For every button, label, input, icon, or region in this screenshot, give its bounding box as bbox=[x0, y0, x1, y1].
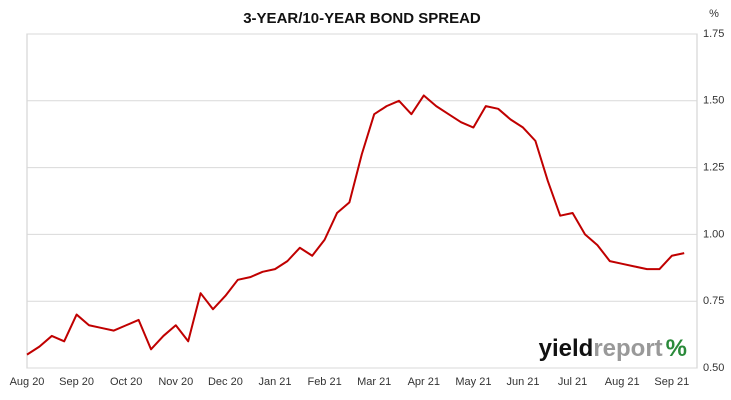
x-tick-label: Jan 21 bbox=[258, 376, 291, 388]
x-tick-label: Feb 21 bbox=[307, 376, 341, 388]
x-tick-label: Apr 21 bbox=[408, 376, 440, 388]
x-tick-label: Dec 20 bbox=[208, 376, 243, 388]
logo-second: report bbox=[593, 335, 662, 362]
x-tick-label: Sep 21 bbox=[654, 376, 689, 388]
logo: yieldreport% bbox=[539, 335, 687, 362]
y-tick-label: 0.50 bbox=[703, 362, 724, 374]
y-tick-label: 1.50 bbox=[703, 95, 724, 107]
y-tick-label: 1.25 bbox=[703, 162, 724, 174]
x-tick-label: Oct 20 bbox=[110, 376, 142, 388]
y-tick-label: 1.75 bbox=[703, 28, 724, 40]
data-line bbox=[26, 94, 685, 356]
y-tick-label: 0.75 bbox=[703, 295, 724, 307]
x-tick-label: Mar 21 bbox=[357, 376, 391, 388]
logo-first: yield bbox=[539, 335, 594, 362]
x-tick-label: Aug 21 bbox=[605, 376, 640, 388]
x-tick-label: Sep 20 bbox=[59, 376, 94, 388]
logo-symbol: % bbox=[666, 335, 687, 362]
x-tick-label: Nov 20 bbox=[158, 376, 193, 388]
x-tick-label: May 21 bbox=[455, 376, 491, 388]
unit-label: % bbox=[709, 8, 719, 20]
x-tick-label: Jun 21 bbox=[506, 376, 539, 388]
x-tick-label: Jul 21 bbox=[558, 376, 587, 388]
x-tick-label: Aug 20 bbox=[10, 376, 45, 388]
chart-title: 3-YEAR/10-YEAR BOND SPREAD bbox=[243, 10, 481, 27]
plot-frame bbox=[26, 33, 698, 369]
y-tick-label: 1.00 bbox=[703, 228, 724, 240]
